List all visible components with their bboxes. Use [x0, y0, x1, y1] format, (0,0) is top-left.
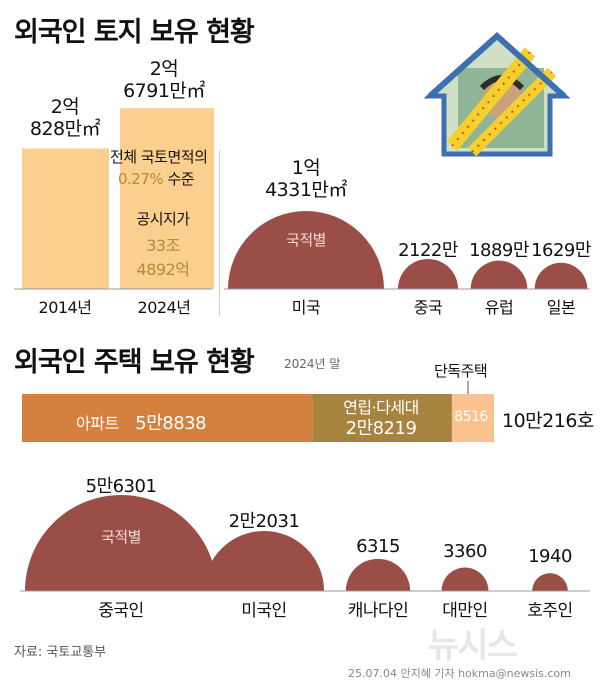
bar-value-label-2024: 2억 6791만㎡ [112, 58, 216, 102]
house-cat-australia: 호주인 [527, 601, 573, 621]
housing-nationality-chart [20, 495, 590, 592]
house-dome-australia [532, 573, 568, 591]
bar-value-2014-line2: 828만㎡ [29, 118, 101, 140]
bar-2024 [120, 108, 214, 290]
house-cat-us: 미국인 [241, 601, 287, 621]
stack-house [451, 394, 494, 442]
house-inner-label: 국적별 [101, 528, 141, 546]
stack-apartment [22, 394, 313, 442]
x-label-2024: 2024년 [137, 298, 191, 317]
land-value-us-line1: 1억 [291, 157, 321, 179]
land-value-japan: 1629만 [531, 240, 591, 261]
land-nationality-chart [224, 211, 590, 290]
stack-house-value: 8516 [454, 409, 488, 425]
land-cat-europe: 유럽 [484, 298, 514, 317]
land-dome-us [228, 211, 384, 289]
area-share-value: 0.27% 수준 [118, 168, 195, 189]
stack-villa-name: 연립·다세대 [343, 398, 419, 417]
house-dome-us [203, 530, 325, 591]
area-share-pct: 0.27% [118, 170, 164, 188]
year-bar-chart [14, 108, 214, 290]
house-dome-taiwan [441, 567, 489, 591]
bar-value-label-2014: 2억 828만㎡ [20, 96, 110, 140]
land-cat-japan: 일본 [546, 298, 576, 317]
house-value-canada: 6315 [356, 536, 400, 557]
land-inner-label: 국적별 [286, 231, 326, 249]
stack-villa-value: 2만8219 [345, 418, 417, 439]
area-share-label: 전체 국토면적의 [110, 148, 208, 166]
bar-value-2024-line1: 2억 [149, 58, 179, 80]
land-value-us: 1억 4331만㎡ [258, 157, 354, 201]
stack-apartment-value: 5만8838 [135, 413, 207, 434]
housing-subtitle: 2024년 말 [284, 357, 341, 371]
house-value-us: 2만2031 [228, 511, 300, 532]
bar-value-2014-line1: 2억 [50, 96, 80, 118]
newsis-logo: 뉴시스 [428, 626, 518, 666]
house-dome-canada [345, 558, 411, 591]
land-cat-us: 미국 [291, 298, 321, 317]
x-label-2014: 2014년 [38, 298, 92, 317]
credit-label: 25.07.04 안지혜 기자 hokma@newsis.com [348, 667, 571, 680]
stack-house-name: 단독주택 [434, 362, 488, 380]
house-cat-taiwan: 대만인 [442, 601, 488, 621]
housing-title: 외국인 주택 보유 현황 [14, 347, 255, 378]
price-value-line2: 4892억 [136, 260, 190, 279]
land-dome-china [397, 259, 459, 289]
stack-apartment-label: 아파트 5만8838 [76, 409, 207, 435]
stack-villa [312, 394, 452, 442]
land-title: 외국인 토지 보유 현황 [14, 17, 255, 48]
stack-apartment-name: 아파트 [76, 414, 119, 433]
bar-value-2024-line2: 6791만㎡ [123, 80, 205, 102]
house-cat-canada: 캐나다인 [347, 601, 409, 621]
area-share-suffix: 수준 [167, 170, 195, 188]
land-dome-japan [534, 262, 588, 289]
price-label: 공시지가 [136, 210, 190, 228]
land-dome-europe [470, 260, 528, 289]
land-cat-china: 중국 [413, 298, 443, 317]
house-value-china: 5만6301 [85, 476, 157, 497]
stack-villa-label: 연립·다세대 2만8219 [308, 397, 454, 439]
land-value-china: 2122만 [398, 240, 458, 261]
house-money-illustration [423, 31, 571, 157]
housing-stack-chart [22, 381, 494, 442]
price-value-line1: 33조 [146, 236, 180, 255]
section-divider [219, 150, 220, 316]
house-value-taiwan: 3360 [443, 541, 487, 562]
house-dome-china [25, 495, 217, 591]
bar-2014 [22, 148, 109, 289]
land-value-us-line2: 4331만㎡ [265, 179, 347, 201]
house-icon [423, 31, 571, 157]
stack-total: 10만216호 [502, 410, 594, 432]
land-value-europe: 1889만 [469, 240, 529, 261]
house-cat-china: 중국인 [98, 601, 144, 621]
source-label: 자료: 국토교통부 [14, 645, 107, 660]
house-value-australia: 1940 [528, 546, 572, 567]
